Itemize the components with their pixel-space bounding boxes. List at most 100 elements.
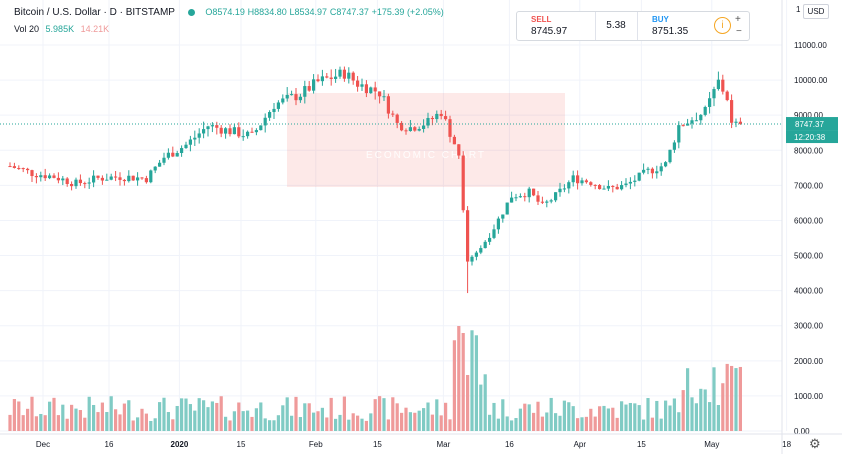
volume-bar (149, 420, 153, 431)
currency-button[interactable]: USD (803, 4, 829, 19)
candle-body (655, 171, 659, 174)
candle-body (611, 185, 615, 187)
volume-bar (320, 407, 324, 431)
volume-bar (219, 396, 223, 431)
volume-bar (105, 412, 109, 431)
candle-body (615, 186, 619, 190)
volume-bar (122, 403, 126, 431)
ohlc-low: L8534.97 (289, 7, 328, 17)
volume-bar (118, 414, 122, 431)
candle-body (92, 175, 96, 183)
volume-bar (338, 414, 342, 431)
volume-bar (307, 403, 311, 431)
candle-body (149, 170, 153, 183)
volume-bar (646, 398, 650, 431)
candle-body (74, 179, 78, 187)
volume-legend: Vol 20 5.985K 14.21K (14, 24, 109, 34)
candle-body (452, 136, 456, 145)
candle-body (202, 129, 206, 134)
candle-body (338, 69, 342, 77)
volume-bar (426, 402, 430, 431)
info-icon[interactable]: i (714, 17, 731, 34)
watermark-box (287, 93, 565, 187)
candle-body (589, 182, 593, 185)
volume-bar (114, 409, 118, 431)
plus-button[interactable]: + (735, 14, 741, 25)
candle-body (571, 175, 575, 183)
candle-body (646, 168, 650, 170)
candle-body (576, 175, 580, 184)
volume-bar (505, 416, 509, 431)
volume-bar (298, 417, 302, 431)
volume-bar (312, 412, 316, 431)
candle-body (545, 201, 549, 203)
volume-bar (536, 401, 540, 431)
candle-body (52, 175, 56, 178)
volume-bar (699, 388, 703, 431)
volume-bar (373, 399, 377, 431)
volume-bar (254, 408, 258, 431)
candle-body (408, 127, 412, 132)
volume-bar (281, 405, 285, 431)
volume-bar (180, 398, 184, 431)
candle-body (686, 123, 690, 126)
candle-body (351, 72, 355, 81)
time-axis[interactable]: Dec 16 2020 15 Feb 15 Mar 16 Apr 15 May 18 (0, 433, 842, 449)
volume-bar (43, 415, 47, 431)
buy-price: 8751.35 (652, 26, 689, 37)
volume-bar (518, 408, 522, 431)
volume-bar (100, 402, 104, 431)
volume-bar (435, 399, 439, 431)
candle-body (567, 182, 571, 189)
volume-bar (593, 416, 597, 431)
candle-body (342, 69, 346, 79)
minus-button[interactable]: − (736, 26, 742, 37)
volume-bar (615, 417, 619, 431)
volume-bar (628, 402, 632, 431)
volume-bar (166, 412, 170, 431)
volume-bar (325, 417, 329, 431)
volume-bar (659, 418, 663, 431)
time-tick-label: 16 (105, 440, 114, 449)
candle-body (329, 77, 333, 79)
candle-body (395, 114, 399, 123)
volume-bar (329, 397, 333, 431)
volume-bar (140, 408, 144, 431)
candle-body (122, 179, 126, 182)
candle-body (386, 96, 390, 114)
candle-body (175, 153, 179, 157)
candle-body (26, 168, 30, 171)
price-tick-label: 11000.00 (794, 41, 827, 50)
volume-bar (558, 415, 562, 431)
volume-bar (624, 404, 628, 431)
candle-body (268, 112, 272, 118)
candle-body (140, 177, 144, 179)
candle-body (303, 86, 307, 97)
candle-body (61, 178, 65, 181)
price-axis[interactable]: 1 11000.00 10000.00 9000.00 8000.00 7000.00 60… (781, 0, 838, 454)
candle-body (430, 117, 434, 120)
volume-bar (303, 403, 307, 431)
candle-body (78, 179, 82, 184)
sell-button[interactable]: SELL 8745.97 (517, 12, 596, 40)
volume-bar (228, 420, 232, 431)
candle-body (637, 172, 641, 181)
candle-body (360, 84, 364, 87)
candle-body (580, 180, 584, 184)
candle-body (373, 87, 377, 92)
volume-bar (136, 417, 140, 431)
volume-bar (479, 384, 483, 431)
volume-bar (153, 418, 157, 431)
volume-bar (364, 420, 368, 431)
price-tick-label: 1 (796, 5, 801, 14)
volume-bar (21, 415, 25, 431)
candle-body (664, 162, 668, 167)
buy-button[interactable]: BUY 8751.35 (637, 12, 714, 40)
volume-bar (237, 402, 241, 431)
candle-body (65, 178, 69, 184)
sell-price: 8745.97 (531, 26, 568, 37)
volume-bar (690, 397, 694, 431)
gear-icon[interactable]: ⚙ (809, 436, 821, 451)
